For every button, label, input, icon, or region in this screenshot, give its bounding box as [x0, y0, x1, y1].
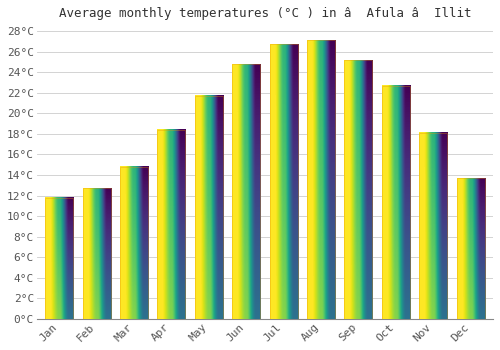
Bar — [382, 86, 410, 319]
Bar — [456, 178, 484, 319]
Bar — [120, 167, 148, 319]
Bar — [158, 130, 186, 319]
Bar — [195, 96, 223, 319]
Bar — [232, 64, 260, 319]
Bar — [270, 44, 297, 319]
Bar — [82, 188, 110, 319]
Bar — [419, 133, 447, 319]
Bar — [45, 198, 73, 319]
Bar — [307, 40, 335, 319]
Bar — [344, 60, 372, 319]
Title: Average monthly temperatures (°C ) in â  Afula â  Illit: Average monthly temperatures (°C ) in â … — [58, 7, 471, 20]
